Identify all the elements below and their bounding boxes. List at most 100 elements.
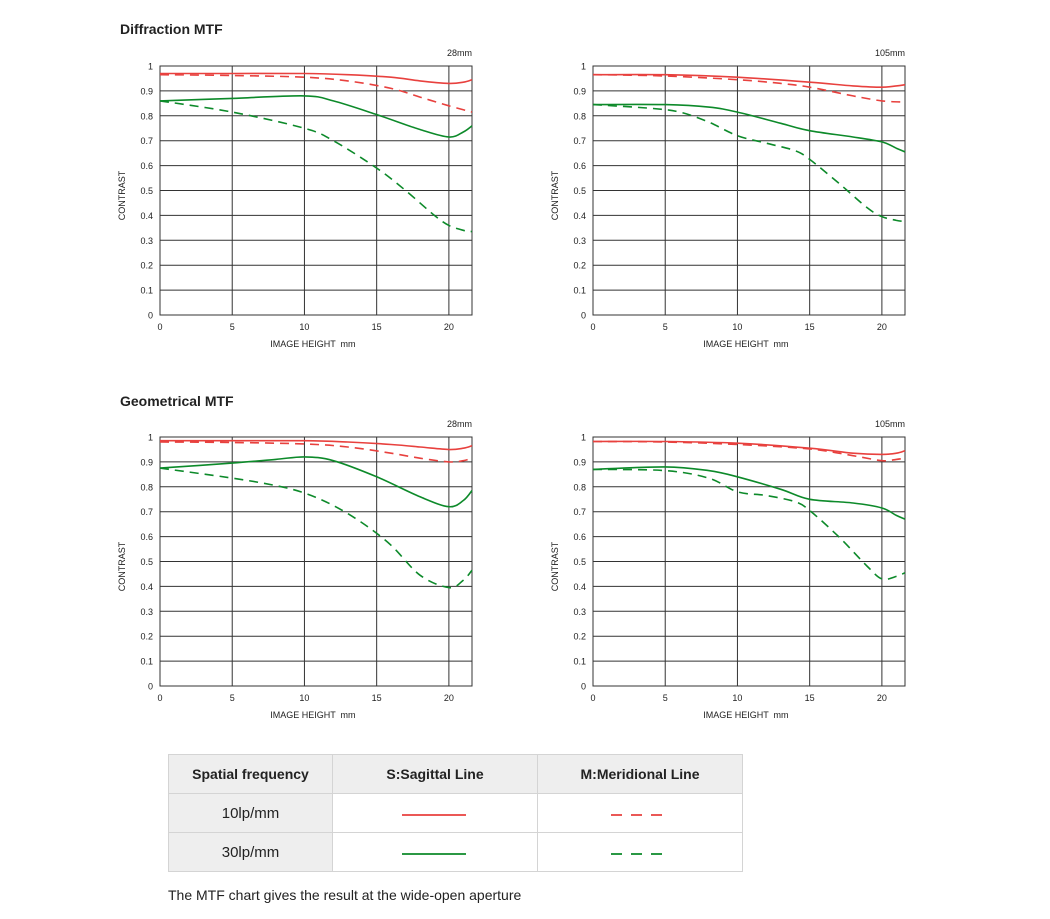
chart-4-series-10lp-mm-sagittal bbox=[592, 440, 906, 456]
chart-4-y-tick-label: 1 bbox=[581, 433, 586, 443]
legend-sample-30lp-meridional bbox=[537, 832, 743, 872]
chart-1-series-30lp-mm-meridional bbox=[159, 100, 473, 233]
chart-2-y-tick-label: 0.3 bbox=[573, 236, 586, 246]
chart-3-frame bbox=[159, 436, 473, 687]
legend-freq-30lp: 30lp/mm bbox=[168, 832, 333, 872]
chart-2-y-tick-label: 1 bbox=[581, 62, 586, 72]
chart-4-x-tick-label: 0 bbox=[590, 693, 595, 703]
chart-3-y-tick-label: 0.3 bbox=[140, 607, 153, 617]
chart-4-y-tick-label: 0.1 bbox=[573, 657, 586, 667]
chart-4-y-tick-label: 0.3 bbox=[573, 607, 586, 617]
chart-3-x-tick-label: 0 bbox=[157, 693, 162, 703]
chart-3-y-tick-label: 1 bbox=[148, 433, 153, 443]
chart-3-focal-label: 28mm bbox=[447, 419, 472, 429]
chart-1-y-tick-label: 0.4 bbox=[140, 211, 153, 221]
chart-2-series-10lp-mm-meridional bbox=[592, 73, 906, 103]
chart-1-series-10lp-mm-meridional bbox=[159, 73, 473, 113]
chart-4-series-10lp-mm-meridional bbox=[592, 440, 906, 462]
geometrical-mtf-title: Geometrical MTF bbox=[120, 393, 234, 409]
chart-2-x-axis-label: IMAGE HEIGHT mm bbox=[703, 339, 788, 349]
chart-3-x-axis-label: IMAGE HEIGHT mm bbox=[270, 710, 355, 720]
chart-2-focal-label: 105mm bbox=[875, 48, 905, 58]
chart-1-y-tick-label: 0.9 bbox=[140, 86, 153, 96]
chart-1-series-30lp-mm-sagittal bbox=[159, 95, 473, 138]
chart-3-y-tick-label: 0.7 bbox=[140, 507, 153, 517]
legend-sample-30lp-sagittal bbox=[332, 832, 538, 872]
chart-2-y-tick-label: 0.5 bbox=[573, 186, 586, 196]
chart-2-y-tick-label: 0.2 bbox=[573, 261, 586, 271]
chart-4-frame bbox=[592, 436, 906, 687]
chart-1-y-tick-label: 1 bbox=[148, 62, 153, 72]
legend-row-10lp: 10lp/mm bbox=[168, 793, 743, 833]
chart-2-series-30lp-mm-meridional bbox=[592, 103, 906, 223]
chart-1-series-10lp-mm-sagittal bbox=[159, 72, 473, 85]
chart-2-y-tick-label: 0.9 bbox=[573, 86, 586, 96]
solid-green-line-icon bbox=[402, 852, 466, 855]
chart-4-y-tick-label: 0 bbox=[581, 682, 586, 692]
chart-2-y-tick-label: 0.4 bbox=[573, 211, 586, 221]
chart-2-x-tick-label: 5 bbox=[663, 322, 668, 332]
chart-2-x-tick-label: 15 bbox=[805, 322, 815, 332]
legend-sample-10lp-sagittal bbox=[332, 793, 538, 833]
chart-1-x-tick-label: 15 bbox=[372, 322, 382, 332]
chart-2-series-30lp-mm-sagittal bbox=[592, 103, 906, 153]
chart-4-series-30lp-mm-sagittal bbox=[592, 466, 906, 520]
chart-2-x-tick-label: 20 bbox=[877, 322, 887, 332]
legend-header-sagittal: S:Sagittal Line bbox=[332, 754, 538, 794]
chart-2-frame bbox=[592, 65, 906, 316]
chart-3-series-10lp-mm-meridional bbox=[159, 441, 473, 463]
chart-3-y-tick-label: 0.6 bbox=[140, 532, 153, 542]
chart-2-y-tick-label: 0.1 bbox=[573, 286, 586, 296]
chart-1-y-tick-label: 0.1 bbox=[140, 286, 153, 296]
chart-3-x-tick-label: 10 bbox=[299, 693, 309, 703]
legend-sample-10lp-meridional bbox=[537, 793, 743, 833]
legend-table: Spatial frequency S:Sagittal Line M:Meri… bbox=[168, 754, 743, 872]
chart-1-x-tick-label: 10 bbox=[299, 322, 309, 332]
dashed-red-line-icon bbox=[611, 813, 667, 816]
chart-1-x-tick-label: 5 bbox=[230, 322, 235, 332]
chart-4-x-tick-label: 15 bbox=[805, 693, 815, 703]
chart-1-x-tick-label: 0 bbox=[157, 322, 162, 332]
chart-3-x-tick-label: 15 bbox=[372, 693, 382, 703]
chart-3-series-30lp-mm-sagittal bbox=[159, 456, 473, 508]
legend-header-row: Spatial frequency S:Sagittal Line M:Meri… bbox=[168, 754, 743, 794]
chart-4-y-tick-label: 0.5 bbox=[573, 557, 586, 567]
chart-4-x-axis-label: IMAGE HEIGHT mm bbox=[703, 710, 788, 720]
chart-1-frame bbox=[159, 65, 473, 316]
footnote: The MTF chart gives the result at the wi… bbox=[168, 887, 522, 903]
chart-3-x-tick-label: 5 bbox=[230, 693, 235, 703]
chart-2-y-axis-label: CONTRAST bbox=[550, 170, 560, 220]
chart-2-y-tick-label: 0 bbox=[581, 311, 586, 321]
chart-1-focal-label: 28mm bbox=[447, 48, 472, 58]
chart-3-y-tick-label: 0.1 bbox=[140, 657, 153, 667]
chart-3-y-tick-label: 0 bbox=[148, 682, 153, 692]
chart-4-focal-label: 105mm bbox=[875, 419, 905, 429]
chart-1-x-axis-label: IMAGE HEIGHT mm bbox=[270, 339, 355, 349]
chart-1-y-tick-label: 0.6 bbox=[140, 161, 153, 171]
chart-3-y-tick-label: 0.5 bbox=[140, 557, 153, 567]
chart-1-y-tick-label: 0.2 bbox=[140, 261, 153, 271]
legend-header-frequency: Spatial frequency bbox=[168, 754, 333, 794]
chart-4-y-axis-label: CONTRAST bbox=[550, 541, 560, 591]
chart-1-y-tick-label: 0 bbox=[148, 311, 153, 321]
chart-4-y-tick-label: 0.6 bbox=[573, 532, 586, 542]
chart-1-y-tick-label: 0.8 bbox=[140, 111, 153, 121]
chart-3-series-30lp-mm-meridional bbox=[159, 467, 473, 589]
legend-header-meridional: M:Meridional Line bbox=[537, 754, 743, 794]
chart-3-y-tick-label: 0.8 bbox=[140, 482, 153, 492]
chart-3-y-tick-label: 0.4 bbox=[140, 582, 153, 592]
chart-4-x-tick-label: 20 bbox=[877, 693, 887, 703]
dashed-green-line-icon bbox=[611, 852, 667, 855]
chart-3-x-tick-label: 20 bbox=[444, 693, 454, 703]
legend-row-30lp: 30lp/mm bbox=[168, 832, 743, 872]
chart-1-y-tick-label: 0.5 bbox=[140, 186, 153, 196]
chart-2-y-tick-label: 0.7 bbox=[573, 136, 586, 146]
diffraction-mtf-title: Diffraction MTF bbox=[120, 21, 223, 37]
chart-4-x-tick-label: 5 bbox=[663, 693, 668, 703]
chart-3-y-axis-label: CONTRAST bbox=[117, 541, 127, 591]
chart-2-series-10lp-mm-sagittal bbox=[592, 73, 906, 88]
chart-3-y-tick-label: 0.2 bbox=[140, 632, 153, 642]
chart-1-y-tick-label: 0.7 bbox=[140, 136, 153, 146]
chart-4-y-tick-label: 0.7 bbox=[573, 507, 586, 517]
